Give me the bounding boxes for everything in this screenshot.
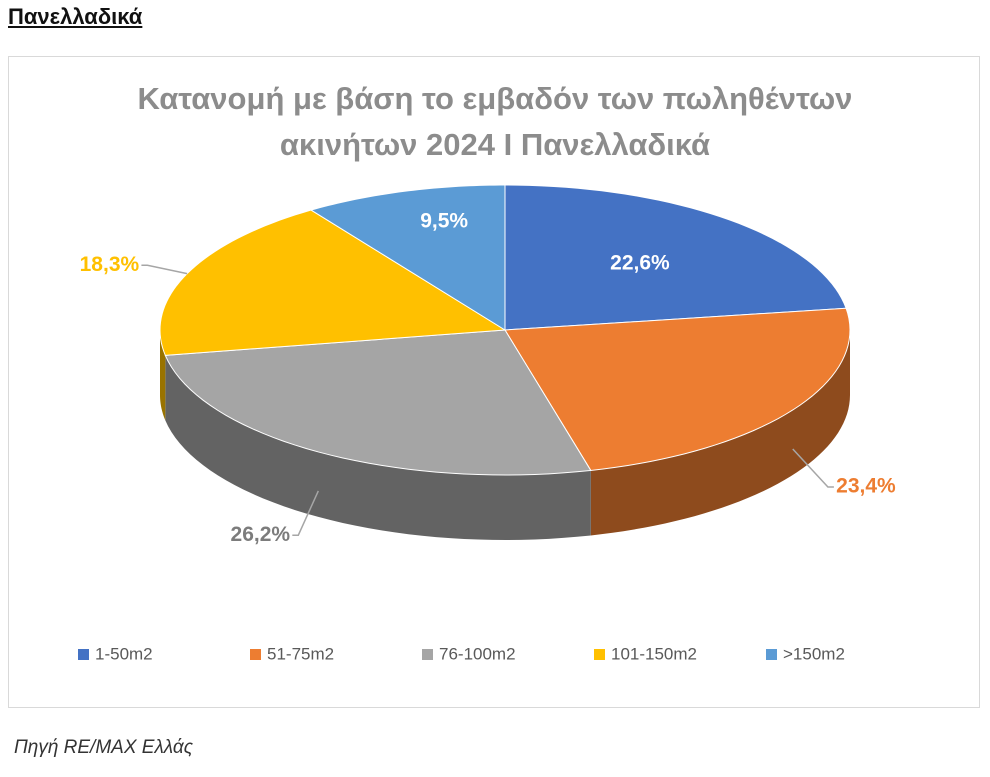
pie-slice [309, 184, 506, 331]
data-label: 18,3% [80, 253, 140, 276]
data-label: 23,4% [836, 475, 896, 498]
pie-side [165, 355, 591, 540]
source-note: Πηγή RE/MAX Ελλάς [14, 737, 193, 758]
data-label: 9,5% [420, 209, 468, 232]
legend-swatch [594, 649, 605, 660]
legend-label: 76-100m2 [439, 644, 516, 663]
legend-swatch [250, 649, 261, 660]
data-label: 26,2% [231, 523, 291, 546]
chart-frame [8, 56, 980, 708]
legend-label: 51-75m2 [267, 644, 334, 663]
pie-slice [504, 184, 847, 331]
pie-slice [164, 329, 592, 476]
leader-line [792, 448, 834, 488]
page-heading: Πανελλαδικά [8, 4, 143, 29]
legend-label: 1-50m2 [95, 644, 153, 663]
leader-line [141, 264, 188, 275]
legend-label: 101-150m2 [611, 644, 697, 663]
chart-title: Κατανομή με βάση το εμβαδόν των πωληθέντ… [137, 81, 853, 162]
legend-swatch [78, 649, 89, 660]
legend-label: >150m2 [783, 644, 845, 663]
pie-side [590, 330, 850, 536]
leader-line [292, 490, 319, 536]
legend-swatch [422, 649, 433, 660]
data-label: 22,6% [610, 252, 670, 275]
legend-swatch [766, 649, 777, 660]
pie-slice [504, 307, 851, 471]
